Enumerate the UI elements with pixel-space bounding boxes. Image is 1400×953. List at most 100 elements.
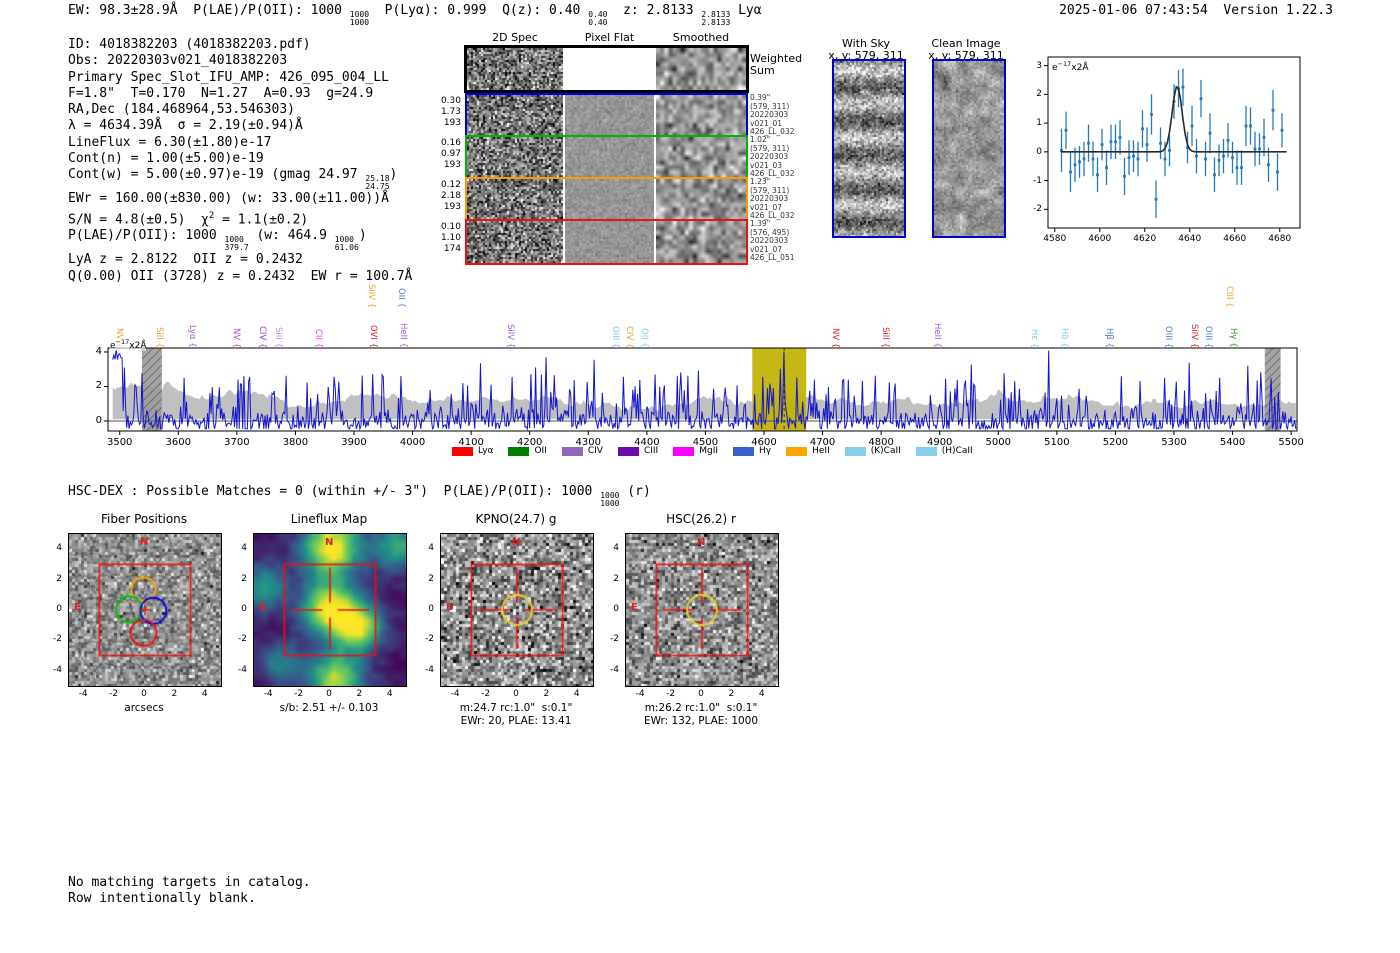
line-label-NV: NV { [114,327,124,348]
hsc-dex-text: (r) [619,484,651,499]
smoothed-image [656,137,746,179]
header-fraction-top: 0.40 [588,10,608,19]
detection-info-block: ID: 4018382203 (4018382203.pdf) Obs: 2022… [68,37,412,285]
cutout-y-tick: -2 [610,634,619,645]
smoothed-image [656,221,746,263]
cutout-y-tick: 0 [56,604,62,614]
header-fraction-bottom: 2.8133 [701,18,731,27]
footer-note-line1: No matching targets in catalog. [68,875,311,890]
info-line-6-text: LineFlux = 6.30(±1.80)e-17 [68,134,272,150]
weighted-sum-text: Weighted [750,52,803,65]
2dspec-left-value: 193 [443,118,461,128]
cutout-y-tick: -2 [238,634,247,645]
2dspec-right-value: 426_LL_032 [750,169,795,179]
header-summary-line: EW: 98.3±28.9Å P(LAE)/P(OII): 1000 1000 1… [68,3,762,27]
legend-label: (H)CaII [941,446,973,456]
2dspec-left-value: 1.10 [440,233,461,243]
cutout-x-tick: 2 [356,689,363,699]
inset-y-tick: 3 [1036,60,1042,71]
2dspec-left-value: 0.30 [440,96,461,106]
line-label-NV: NV { [830,327,840,348]
inset-y-tick: 2 [1036,89,1042,100]
cutout-image-3 [625,533,779,687]
cutout-x-tick: 2 [543,689,550,699]
info-line-1-text: Obs: 20220303v021_4018382203 [68,53,288,69]
info-line-11-fraction: 1000 61.06 [335,236,359,252]
legend-item-(K)CaII: (K)CaII [844,446,901,456]
inset-y-tick: -2 [1033,204,1042,215]
legend-item-CIV: CIV [561,446,603,456]
cutout-y-tick: 4 [613,543,619,554]
compass-n-label: N [140,537,149,548]
hsc-dex-fraction-top: 1000 [600,491,620,500]
spectrum-y-tick: 2 [95,380,102,392]
2dspec-left-value: 1.73 [440,107,461,117]
info-line-11-fraction-top: 1000 [224,235,244,245]
legend-item-Hγ: Hγ [733,446,771,456]
smoothed-col-header: Smoothed [672,31,730,44]
cutout-y-tick: 4 [428,543,434,554]
2dspec-left-value: 193 [443,160,461,170]
2dspec-left-value: 0.97 [440,149,461,159]
legend-swatch [733,446,755,456]
compass-n-label: N [325,537,334,548]
2dspec-left-value: 174 [443,244,461,254]
info-line-8-text: Cont(w) = 5.00(±0.97)e-19 (gmag 24.97 [68,167,366,183]
hsc-dex-fraction: 1000 1000 [600,492,619,508]
2dspec-right-value: v021_07 [750,244,783,254]
cutout-caption2-3: EWr: 132, PLAE: 1000 [643,715,759,727]
compass-e-label: E [446,602,453,613]
line-label-Hδ: Hδ { [1059,328,1069,348]
info-line-0: ID: 4018382203 (4018382203.pdf) [68,37,412,53]
2dspec-row-4 [465,219,748,265]
spectrum-x-tick: 5200 [1102,437,1129,448]
info-line-10-sup: 2 [208,210,215,221]
legend-label: CIV [587,446,603,456]
hsc-dex-text: HSC-DEX : Possible Matches = 0 (within +… [68,484,601,499]
inset-x-tick: 4680 [1268,234,1292,244]
2dspec-right-value: 0.39" [750,93,771,102]
2dspec-row-0 [464,45,749,93]
2dspec-image [467,95,563,137]
2dspec-right-value: 1.23" [750,177,771,186]
2dspec-row-left-labels-3: 0.12 2.18 193 [437,180,461,213]
pixelflat-image [565,137,654,179]
info-line-2: Primary Spec_Slot_IFU_AMP: 426_095_004_L… [68,70,412,86]
with-sky-title: With Sky [842,37,890,50]
2dspec-row-right-labels-3: 1.23" (579, 311) 20220303 v021_07 426_LL_032 [750,177,795,221]
legend-label: OII [534,446,547,456]
header-fraction: 0.40 0.40 [588,11,607,27]
weighted-sum-text: Sum [750,64,775,77]
clean-image-title: Clean Image [931,37,1001,50]
spectrum-x-tick: 5000 [985,437,1011,448]
2dspec-row-left-labels-4: 0.10 1.10 174 [437,222,461,255]
cutout-x-tick: 4 [573,689,580,699]
inset-x-tick: 4660 [1223,234,1247,244]
header-fraction: 2.8133 2.8133 [701,11,730,27]
2dspec-right-value: (579, 311) [750,101,790,111]
header-fraction-bottom: 1000 [349,18,370,27]
line-label-OII: OII { [396,288,406,308]
line-label-SiII: SiII { [880,327,890,348]
spectrum-x-tick: 4100 [458,437,484,448]
cutout-y-tick: 2 [428,573,434,584]
compass-n-label: N [512,537,521,548]
cutout-y-tick: -4 [238,664,247,675]
cutout-x-tick: 0 [698,689,704,699]
legend-label: (K)CaII [870,446,901,456]
header-fraction-bottom: 0.40 [588,18,608,27]
cutout-y-tick: 0 [241,604,247,614]
2dspec-row-right-labels-2: 1.02" (579, 311) 20220303 v021_03 426_LL_032 [750,135,795,179]
2dspec-right-value: 1.02" [750,135,771,144]
info-line-12-text: LyA z = 2.8122 OII z = 0.2432 [68,252,303,268]
cutout-y-tick: 0 [613,604,619,614]
cutout-x-tick: -4 [450,689,460,699]
cutout-x-tick: 2 [171,689,178,699]
inset-y-tick: 1 [1036,118,1042,129]
clean-image-coords: x, y: 579, 311 [928,49,1004,62]
legend-swatch [617,446,639,456]
2dspec-right-value: 20220303 [750,236,789,246]
2dspec-right-value: (579, 311) [750,143,790,153]
spectrum-x-tick: 4700 [809,437,836,448]
cutout-y-tick: 2 [241,573,247,584]
